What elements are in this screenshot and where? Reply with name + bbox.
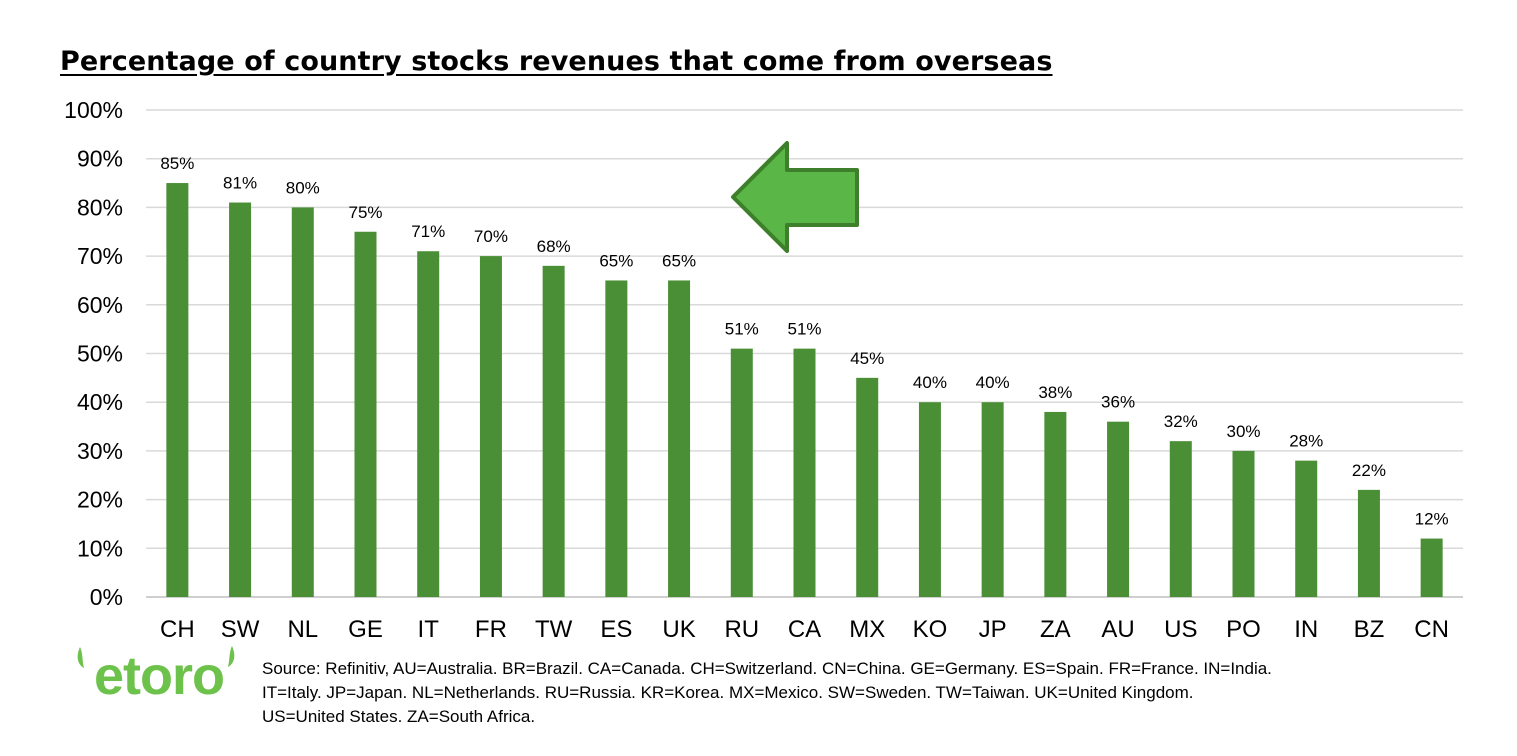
y-tick-label: 50% [77,341,123,367]
x-tick-label: SW [221,616,260,643]
x-tick-label: CA [788,616,821,643]
x-tick-label: RU [724,616,759,643]
x-tick-label: US [1164,616,1197,643]
chart-title: Percentage of country stocks revenues th… [60,46,1053,77]
bar-sw [229,202,252,597]
x-tick-label: PO [1226,616,1261,643]
x-tick-label: ES [600,616,632,643]
x-tick-label: AU [1101,616,1134,643]
value-label: 65% [662,251,696,270]
bars [166,183,1443,598]
value-label: 80% [286,178,320,197]
bar-ru [730,348,753,597]
bar-ko [918,402,941,597]
value-label: 81% [223,174,257,193]
source-note: Source: Refinitiv, AU=Australia. BR=Braz… [262,657,1492,729]
x-tick-label: UK [662,616,695,643]
bar-fr [479,256,502,597]
bar-bz [1357,489,1380,597]
x-tick-label: FR [475,616,507,643]
y-tick-label: 80% [77,194,123,220]
bar-po [1232,450,1255,597]
y-tick-label: 30% [77,438,123,464]
source-line-3: US=United States. ZA=South Africa. [262,707,536,726]
x-tick-label: CN [1414,616,1449,643]
x-axis-ticks: CH SW NL GE IT FR TW ES UK RU CA MX KO JP ZA AU US PO IN BZ… [160,616,1449,643]
x-tick-label: TW [535,616,573,643]
value-label: 36% [1101,393,1135,412]
bar-chart: 0% 10% 20% 30% 40% 50% 60% 70% 80% 90% 100% 85% 81%… [64,97,1463,643]
y-tick-label: 20% [77,487,123,513]
x-tick-label: GE [348,616,383,643]
y-axis-ticks: 0% 10% 20% 30% 40% 50% 60% 70% 80% 90% 100% [64,97,123,610]
bar-mx [856,377,879,597]
value-label: 28% [1289,432,1323,451]
value-label: 71% [411,222,445,241]
bar-ch [166,183,189,598]
bar-it [417,251,440,598]
left-arrow-icon [731,141,859,253]
bar-jp [981,402,1004,597]
bar-za [1044,411,1067,597]
value-label: 70% [474,227,508,246]
value-label: 30% [1226,422,1260,441]
x-tick-label: KO [913,616,948,643]
value-label: 51% [725,320,759,339]
x-tick-label: BZ [1354,616,1385,643]
value-label: 68% [537,237,571,256]
value-label: 40% [976,373,1010,392]
value-labels: 85% 81% 80% 75% 71% 70% 68% 65% 65% 51% 51% 45% 40% 4… [160,154,1448,529]
source-line-1: Source: Refinitiv, AU=Australia. BR=Braz… [262,659,1272,678]
bar-tw [542,265,565,597]
x-tick-label: MX [849,616,885,643]
y-tick-label: 10% [77,535,123,561]
bar-es [605,280,628,597]
x-tick-label: NL [287,616,318,643]
y-tick-label: 100% [64,97,123,123]
x-tick-label: IN [1294,616,1318,643]
y-tick-label: 90% [77,146,123,172]
x-tick-label: IT [418,616,440,643]
y-tick-label: 70% [77,243,123,269]
value-label: 40% [913,373,947,392]
x-tick-label: CH [160,616,195,643]
bar-au [1107,421,1130,597]
value-label: 75% [348,203,382,222]
y-tick-label: 40% [77,389,123,415]
x-tick-label: JP [979,616,1007,643]
value-label: 12% [1415,510,1449,529]
value-label: 65% [599,251,633,270]
logo-text: etoro [94,646,224,700]
y-tick-label: 60% [77,292,123,318]
value-label: 32% [1164,412,1198,431]
value-label: 38% [1038,383,1072,402]
source-line-2: IT=Italy. JP=Japan. NL=Netherlands. RU=R… [262,683,1194,702]
bar-nl [291,207,314,597]
bar-uk [668,280,691,597]
bar-in [1295,460,1318,597]
bar-us [1169,441,1192,597]
bar-cn [1420,538,1443,597]
bar-ge [354,231,377,597]
value-label: 45% [850,349,884,368]
bar-ca [793,348,816,597]
value-label: 85% [160,154,194,173]
x-tick-label: ZA [1040,616,1071,643]
value-label: 51% [787,320,821,339]
etoro-logo: etoro [77,646,235,700]
y-tick-label: 0% [90,584,123,610]
value-label: 22% [1352,461,1386,480]
